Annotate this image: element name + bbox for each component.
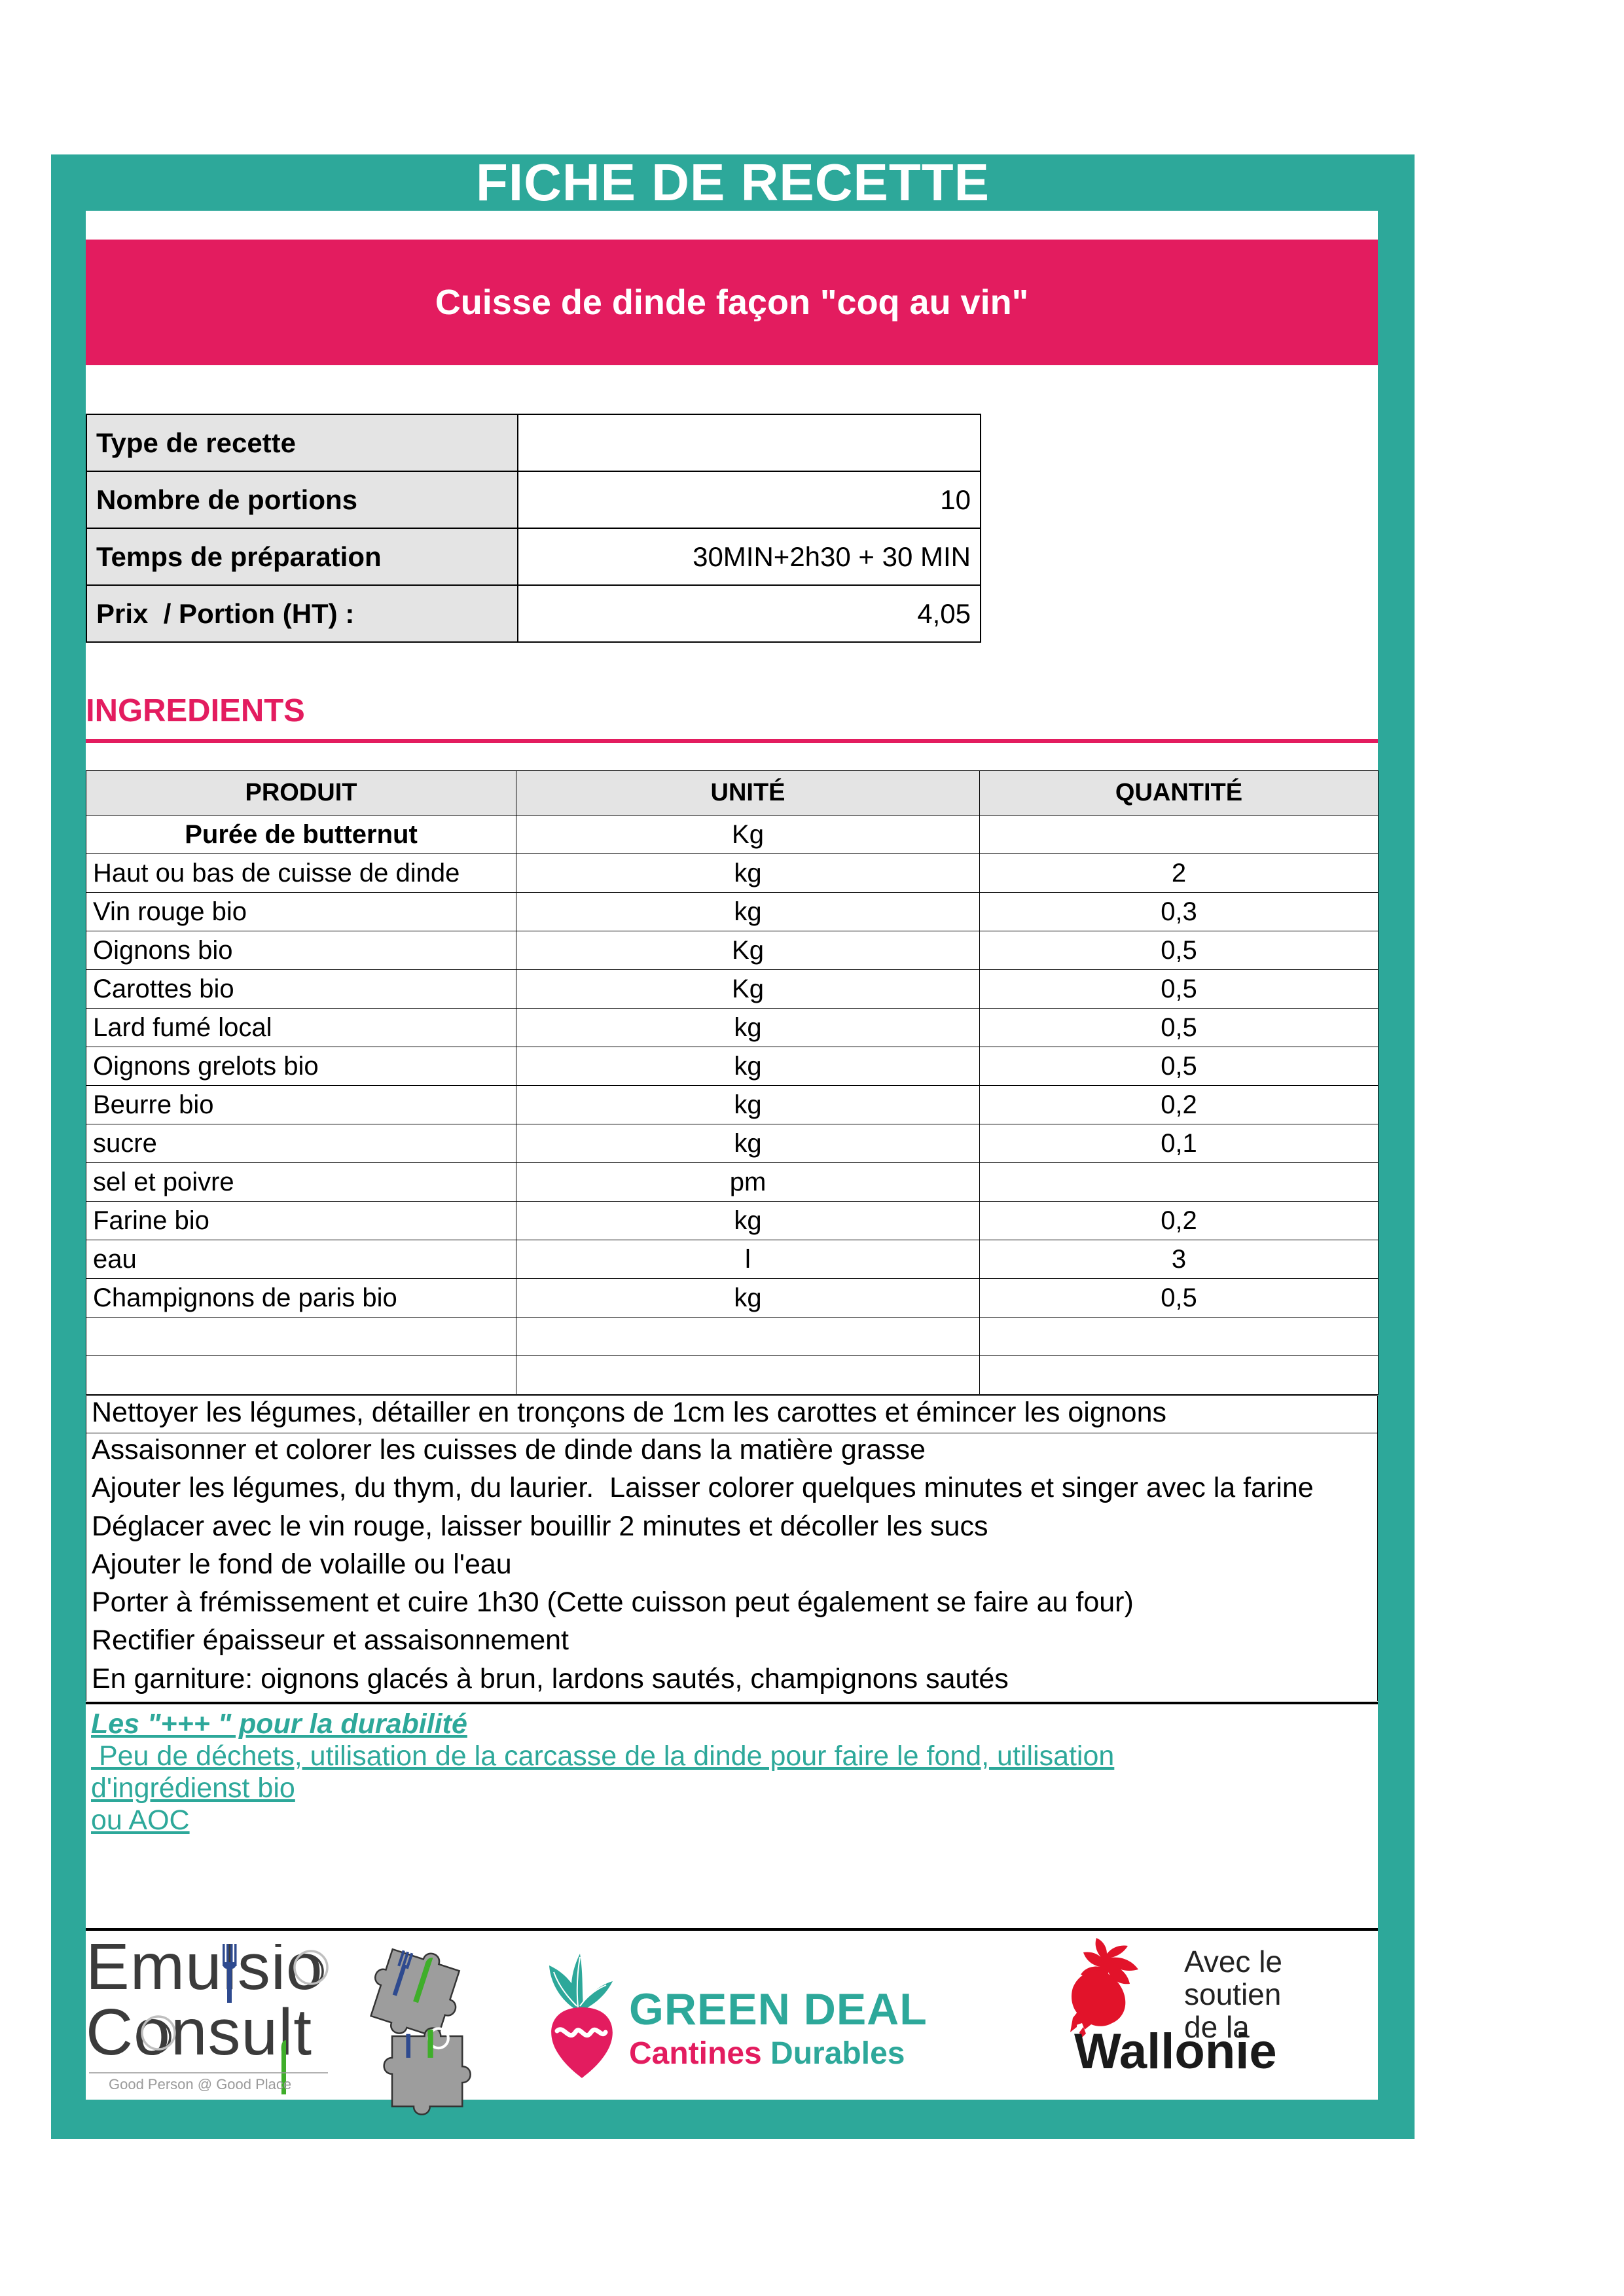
svg-text:Emulsio: Emulsio	[86, 1944, 323, 2003]
svg-text:soutien: soutien	[1184, 1977, 1281, 2011]
svg-text:GREEN DEAL: GREEN DEAL	[629, 1984, 928, 2034]
svg-text:Avec le: Avec le	[1184, 1945, 1282, 1979]
svg-text:Cantines Durables: Cantines Durables	[629, 2036, 905, 2071]
svg-text:Good Person @ Good Place: Good Person @ Good Place	[109, 2076, 291, 2092]
svg-text:Consult: Consult	[86, 1996, 312, 2069]
svg-text:Wallonie: Wallonie	[1074, 2024, 1277, 2078]
